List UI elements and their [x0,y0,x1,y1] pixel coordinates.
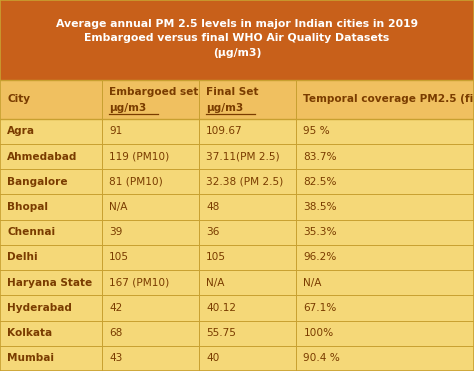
Text: 105: 105 [109,253,129,262]
Text: 119 (PM10): 119 (PM10) [109,152,169,161]
Text: Average annual PM 2.5 levels in major Indian cities in 2019
Embargoed versus fin: Average annual PM 2.5 levels in major In… [56,19,418,58]
Text: 40.12: 40.12 [206,303,236,313]
Text: 95 %: 95 % [303,127,330,136]
Bar [0,220,474,245]
Text: 96.2%: 96.2% [303,253,337,262]
Text: Agra: Agra [7,127,35,136]
Text: 38.5%: 38.5% [303,202,337,212]
Bar [0,270,474,295]
Bar [0,169,474,194]
Text: 55.75: 55.75 [206,328,236,338]
Text: 43: 43 [109,354,122,363]
Text: Bhopal: Bhopal [7,202,48,212]
Bar [0,119,474,144]
Bar [0,321,474,346]
Text: N/A: N/A [109,202,128,212]
Bar [0,0,474,80]
Text: 109.67: 109.67 [206,127,243,136]
Text: Mumbai: Mumbai [7,354,54,363]
Text: 167 (PM10): 167 (PM10) [109,278,169,288]
Text: City: City [7,94,30,104]
Text: Delhi: Delhi [7,253,38,262]
Text: Kolkata: Kolkata [7,328,52,338]
Text: Haryana State: Haryana State [7,278,92,288]
Bar [0,245,474,270]
Text: 83.7%: 83.7% [303,152,337,161]
Text: N/A: N/A [206,278,225,288]
Text: Ahmedabad: Ahmedabad [7,152,77,161]
Bar [0,295,474,321]
Text: 42: 42 [109,303,122,313]
Text: Embargoed set: Embargoed set [109,87,199,97]
Text: 82.5%: 82.5% [303,177,337,187]
Bar [0,144,474,169]
Text: Temporal coverage PM2.5 (final): Temporal coverage PM2.5 (final) [303,94,474,104]
Text: µg/m3: µg/m3 [206,103,244,113]
Bar [0,346,474,371]
Text: 40: 40 [206,354,219,363]
Bar [0,194,474,220]
Text: Final Set: Final Set [206,87,259,97]
Text: 39: 39 [109,227,122,237]
Text: 36: 36 [206,227,219,237]
Text: Hyderabad: Hyderabad [7,303,72,313]
Text: 90.4 %: 90.4 % [303,354,340,363]
Text: 32.38 (PM 2.5): 32.38 (PM 2.5) [206,177,283,187]
Text: N/A: N/A [303,278,322,288]
Text: 91: 91 [109,127,122,136]
Text: Chennai: Chennai [7,227,55,237]
Text: µg/m3: µg/m3 [109,103,146,113]
Text: 68: 68 [109,328,122,338]
Text: 100%: 100% [303,328,334,338]
Text: 105: 105 [206,253,226,262]
Text: 35.3%: 35.3% [303,227,337,237]
Text: 48: 48 [206,202,219,212]
Text: 37.11(PM 2.5): 37.11(PM 2.5) [206,152,280,161]
Text: 67.1%: 67.1% [303,303,337,313]
Text: Bangalore: Bangalore [7,177,68,187]
Bar [0,80,474,119]
Text: 81 (PM10): 81 (PM10) [109,177,163,187]
